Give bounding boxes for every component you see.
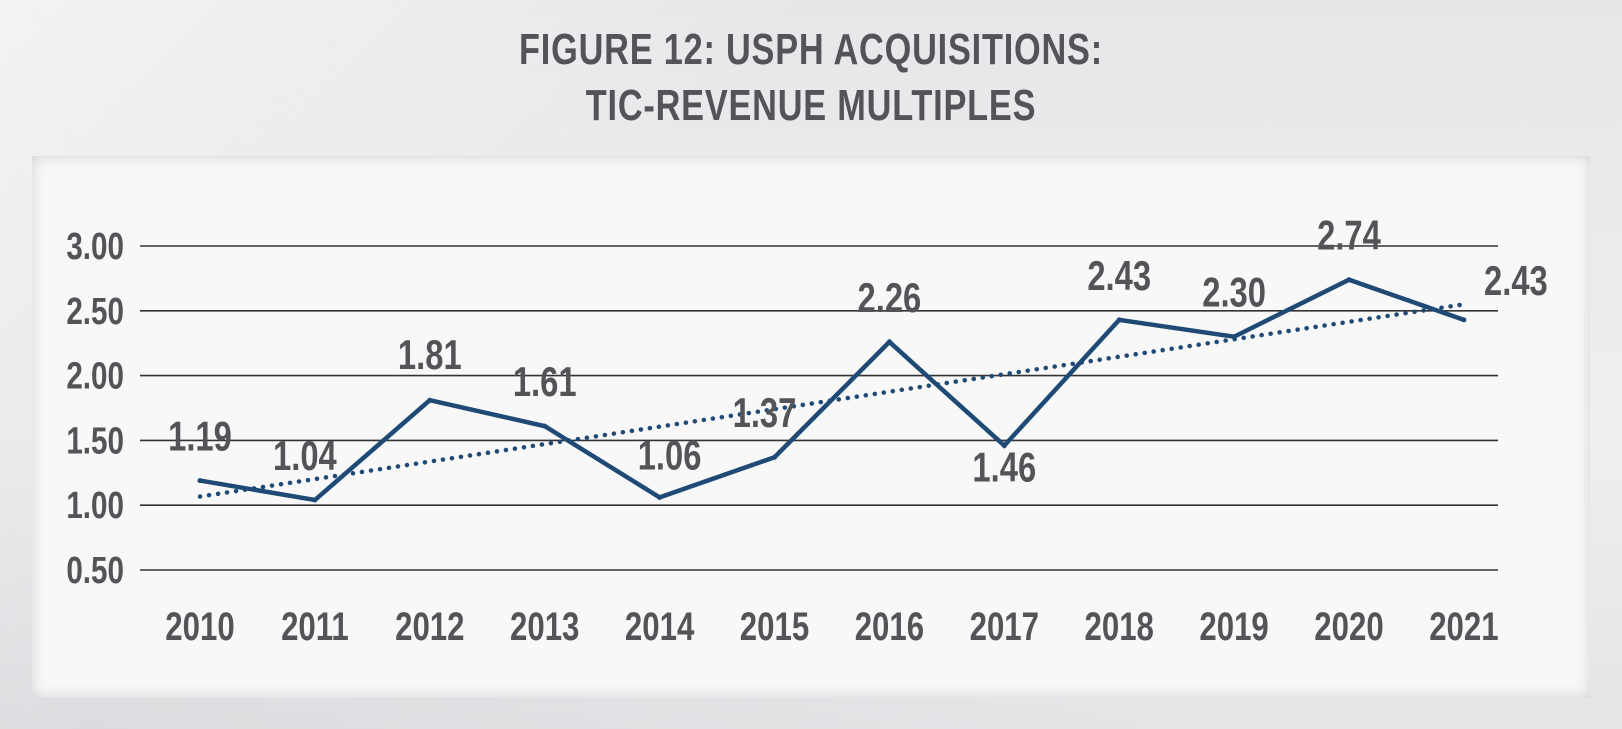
y-tick-label: 3.00: [66, 226, 124, 268]
data-point: [1001, 443, 1007, 449]
y-tick-label: 0.50: [66, 550, 124, 592]
y-tick-label: 1.00: [66, 485, 124, 527]
data-label: 1.19: [168, 413, 232, 460]
data-point: [886, 339, 892, 345]
data-label: 1.46: [972, 444, 1036, 491]
chart-panel: 0.50 1.00 1.50 2.00 2.50 3.00 2010 2011 2012 2013…: [32, 156, 1590, 698]
x-tick-label: 2016: [855, 604, 924, 649]
data-label: 1.04: [273, 432, 337, 479]
data-point: [542, 423, 548, 429]
data-point: [1231, 334, 1237, 340]
data-point: [1116, 317, 1122, 323]
x-tick-label: 2015: [740, 604, 809, 649]
data-point: [772, 454, 777, 460]
data-point: [1461, 317, 1467, 323]
line-chart: 0.50 1.00 1.50 2.00 2.50 3.00 2010 2011 2012 2013…: [66, 212, 1548, 649]
x-tick-label: 2017: [970, 604, 1039, 649]
chart-title-line-2: TIC-REVENUE MULTIPLES: [585, 81, 1037, 130]
x-tick-label: 2021: [1429, 604, 1498, 649]
x-tick-label: 2018: [1085, 604, 1154, 649]
data-label: 1.81: [398, 331, 462, 378]
chart-title-line-1: FIGURE 12: USPH ACQUISITIONS:: [519, 25, 1103, 74]
y-tick-label: 1.50: [66, 420, 124, 462]
data-point: [1346, 277, 1352, 283]
chart-title: FIGURE 12: USPH ACQUISITIONS: TIC-REVENU…: [178, 22, 1443, 134]
data-label: 1.06: [638, 432, 702, 479]
data-point: [197, 478, 203, 484]
data-label: 2.74: [1317, 212, 1381, 259]
y-tick-label: 2.00: [66, 355, 124, 397]
x-tick-label: 2019: [1199, 604, 1268, 649]
y-tick-label: 2.50: [66, 290, 124, 332]
x-tick-label: 2014: [625, 604, 694, 649]
x-tick-label: 2011: [281, 604, 349, 649]
data-label: 2.43: [1484, 257, 1548, 304]
data-point: [657, 494, 663, 500]
data-label: 2.26: [858, 274, 922, 321]
x-tick-label: 2010: [165, 604, 234, 649]
data-label: 2.43: [1087, 252, 1151, 299]
data-label: 1.37: [733, 389, 797, 436]
series-line: [199, 277, 1465, 503]
x-tick-label: 2013: [510, 604, 579, 649]
data-label: 2.30: [1202, 269, 1266, 316]
x-tick-label: 2020: [1314, 604, 1383, 649]
data-label: 1.61: [513, 358, 577, 405]
x-tick-label: 2012: [395, 604, 464, 649]
data-point: [427, 397, 433, 403]
data-point: [312, 497, 318, 503]
